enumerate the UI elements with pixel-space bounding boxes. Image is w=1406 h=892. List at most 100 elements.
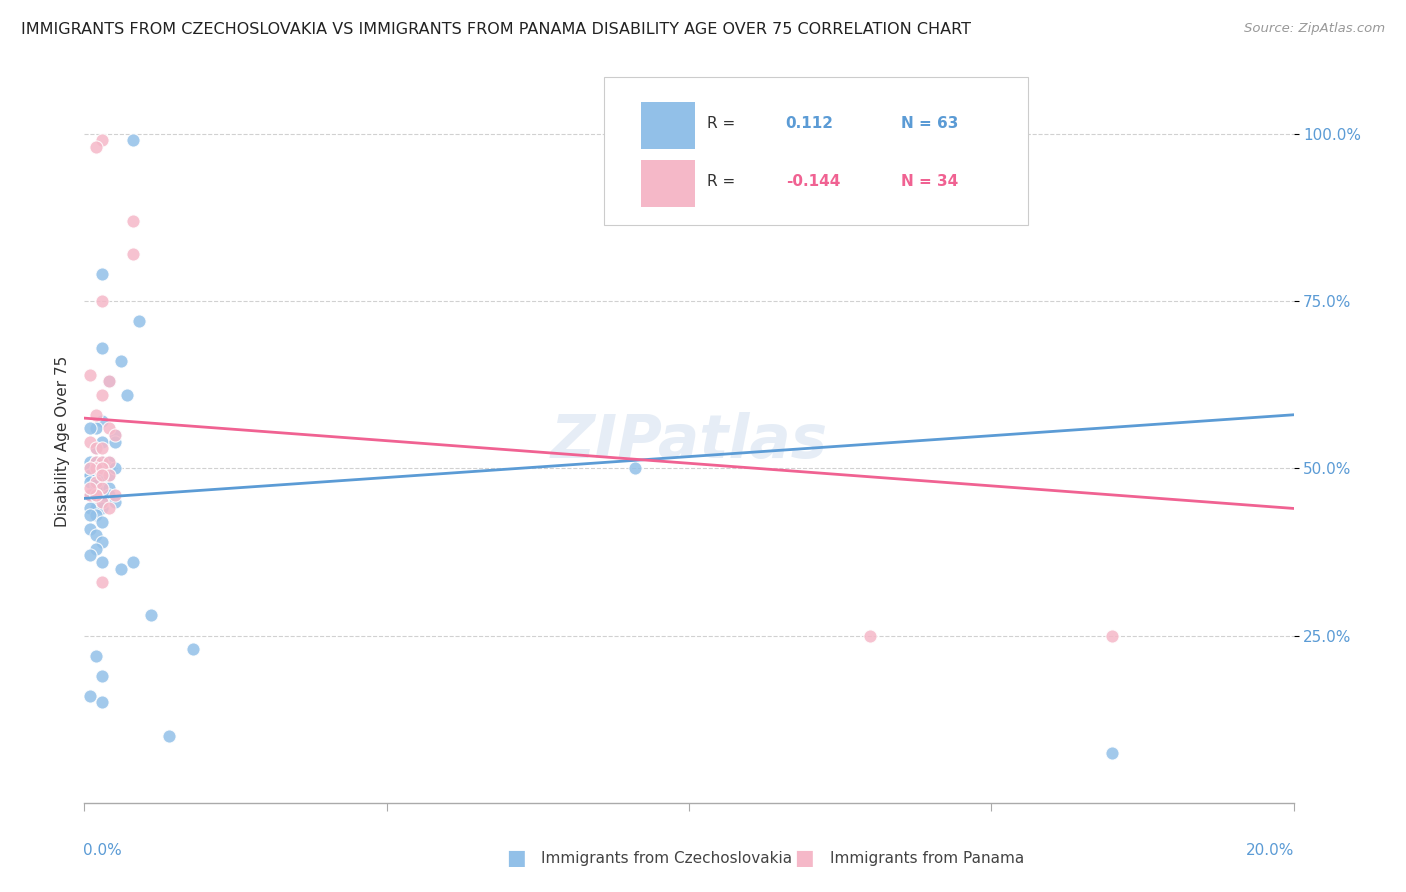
Point (91, 555, 114, 569)
Point (859, 628, 882, 642)
Point (86, 442, 108, 455)
Point (97, 482, 120, 496)
Point (91, 455, 114, 469)
Point (91, 414, 114, 429)
Point (91, 669, 114, 683)
Text: 0.0%: 0.0% (83, 843, 122, 857)
Point (104, 494, 127, 508)
Point (181, 642, 204, 657)
Point (79, 521, 101, 535)
Point (91, 455, 114, 469)
Point (121, 134, 143, 148)
Point (91, 515, 114, 529)
Point (86, 648, 108, 663)
Point (91, 482, 114, 496)
Point (79, 461, 101, 475)
Point (79, 368, 101, 382)
Point (91, 434, 114, 449)
Point (110, 354, 132, 368)
Point (110, 562, 132, 576)
Point (86, 461, 108, 475)
Point (157, 729, 180, 743)
Point (97, 467, 120, 482)
Text: ■: ■ (506, 848, 526, 868)
Point (91, 467, 114, 482)
Point (97, 375, 120, 389)
Point (91, 134, 114, 148)
Point (104, 427, 127, 442)
Point (91, 387, 114, 401)
Point (86, 475, 108, 489)
Point (91, 501, 114, 516)
Point (97, 455, 120, 469)
Point (79, 689, 101, 703)
Point (97, 375, 120, 389)
Point (1101, 628, 1123, 642)
Point (104, 434, 127, 449)
Point (86, 475, 108, 489)
Point (115, 387, 138, 401)
Text: IMMIGRANTS FROM CZECHOSLOVAKIA VS IMMIGRANTS FROM PANAMA DISABILITY AGE OVER 75 : IMMIGRANTS FROM CZECHOSLOVAKIA VS IMMIGR… (21, 22, 972, 37)
Text: ZIPatlas: ZIPatlas (550, 412, 828, 471)
Point (86, 461, 108, 475)
Point (128, 314, 150, 328)
Point (79, 467, 101, 482)
Point (79, 548, 101, 563)
Point (86, 488, 108, 502)
Point (121, 214, 143, 228)
Point (79, 501, 101, 516)
Point (86, 494, 108, 508)
Point (86, 478, 108, 492)
Point (97, 455, 120, 469)
Point (121, 555, 143, 569)
Point (91, 575, 114, 590)
Point (86, 488, 108, 502)
Point (121, 247, 143, 261)
Point (79, 508, 101, 523)
Point (86, 455, 108, 469)
Text: Source: ZipAtlas.com: Source: ZipAtlas.com (1244, 22, 1385, 36)
Point (86, 421, 108, 435)
Point (86, 140, 108, 154)
Point (91, 442, 114, 455)
Point (86, 467, 108, 482)
Point (104, 488, 127, 502)
Text: ■: ■ (794, 848, 814, 868)
Point (91, 475, 114, 489)
Point (79, 467, 101, 482)
Point (79, 461, 101, 475)
Point (104, 427, 127, 442)
Point (139, 608, 162, 623)
Point (91, 461, 114, 475)
Point (97, 461, 120, 475)
Point (79, 475, 101, 489)
Text: Immigrants from Panama: Immigrants from Panama (830, 851, 1024, 865)
Text: 20.0%: 20.0% (1246, 843, 1295, 857)
Point (91, 467, 114, 482)
Point (97, 501, 120, 516)
Text: Immigrants from Czechoslovakia: Immigrants from Czechoslovakia (541, 851, 793, 865)
Point (79, 455, 101, 469)
Point (79, 482, 101, 496)
Text: 0.112: 0.112 (786, 116, 834, 131)
Point (91, 696, 114, 710)
Point (86, 528, 108, 542)
Point (91, 482, 114, 496)
Point (97, 488, 120, 502)
Y-axis label: Disability Age Over 75: Disability Age Over 75 (55, 356, 70, 527)
Point (79, 434, 101, 449)
FancyBboxPatch shape (641, 160, 695, 207)
Point (86, 541, 108, 556)
Point (86, 455, 108, 469)
Point (86, 501, 108, 516)
Text: R =: R = (707, 174, 740, 189)
Point (91, 461, 114, 475)
Text: N = 63: N = 63 (901, 116, 957, 131)
Point (79, 421, 101, 435)
Text: R =: R = (707, 116, 740, 131)
Point (86, 442, 108, 455)
Point (91, 268, 114, 282)
FancyBboxPatch shape (641, 102, 695, 149)
Point (91, 294, 114, 309)
Text: N = 34: N = 34 (901, 174, 957, 189)
